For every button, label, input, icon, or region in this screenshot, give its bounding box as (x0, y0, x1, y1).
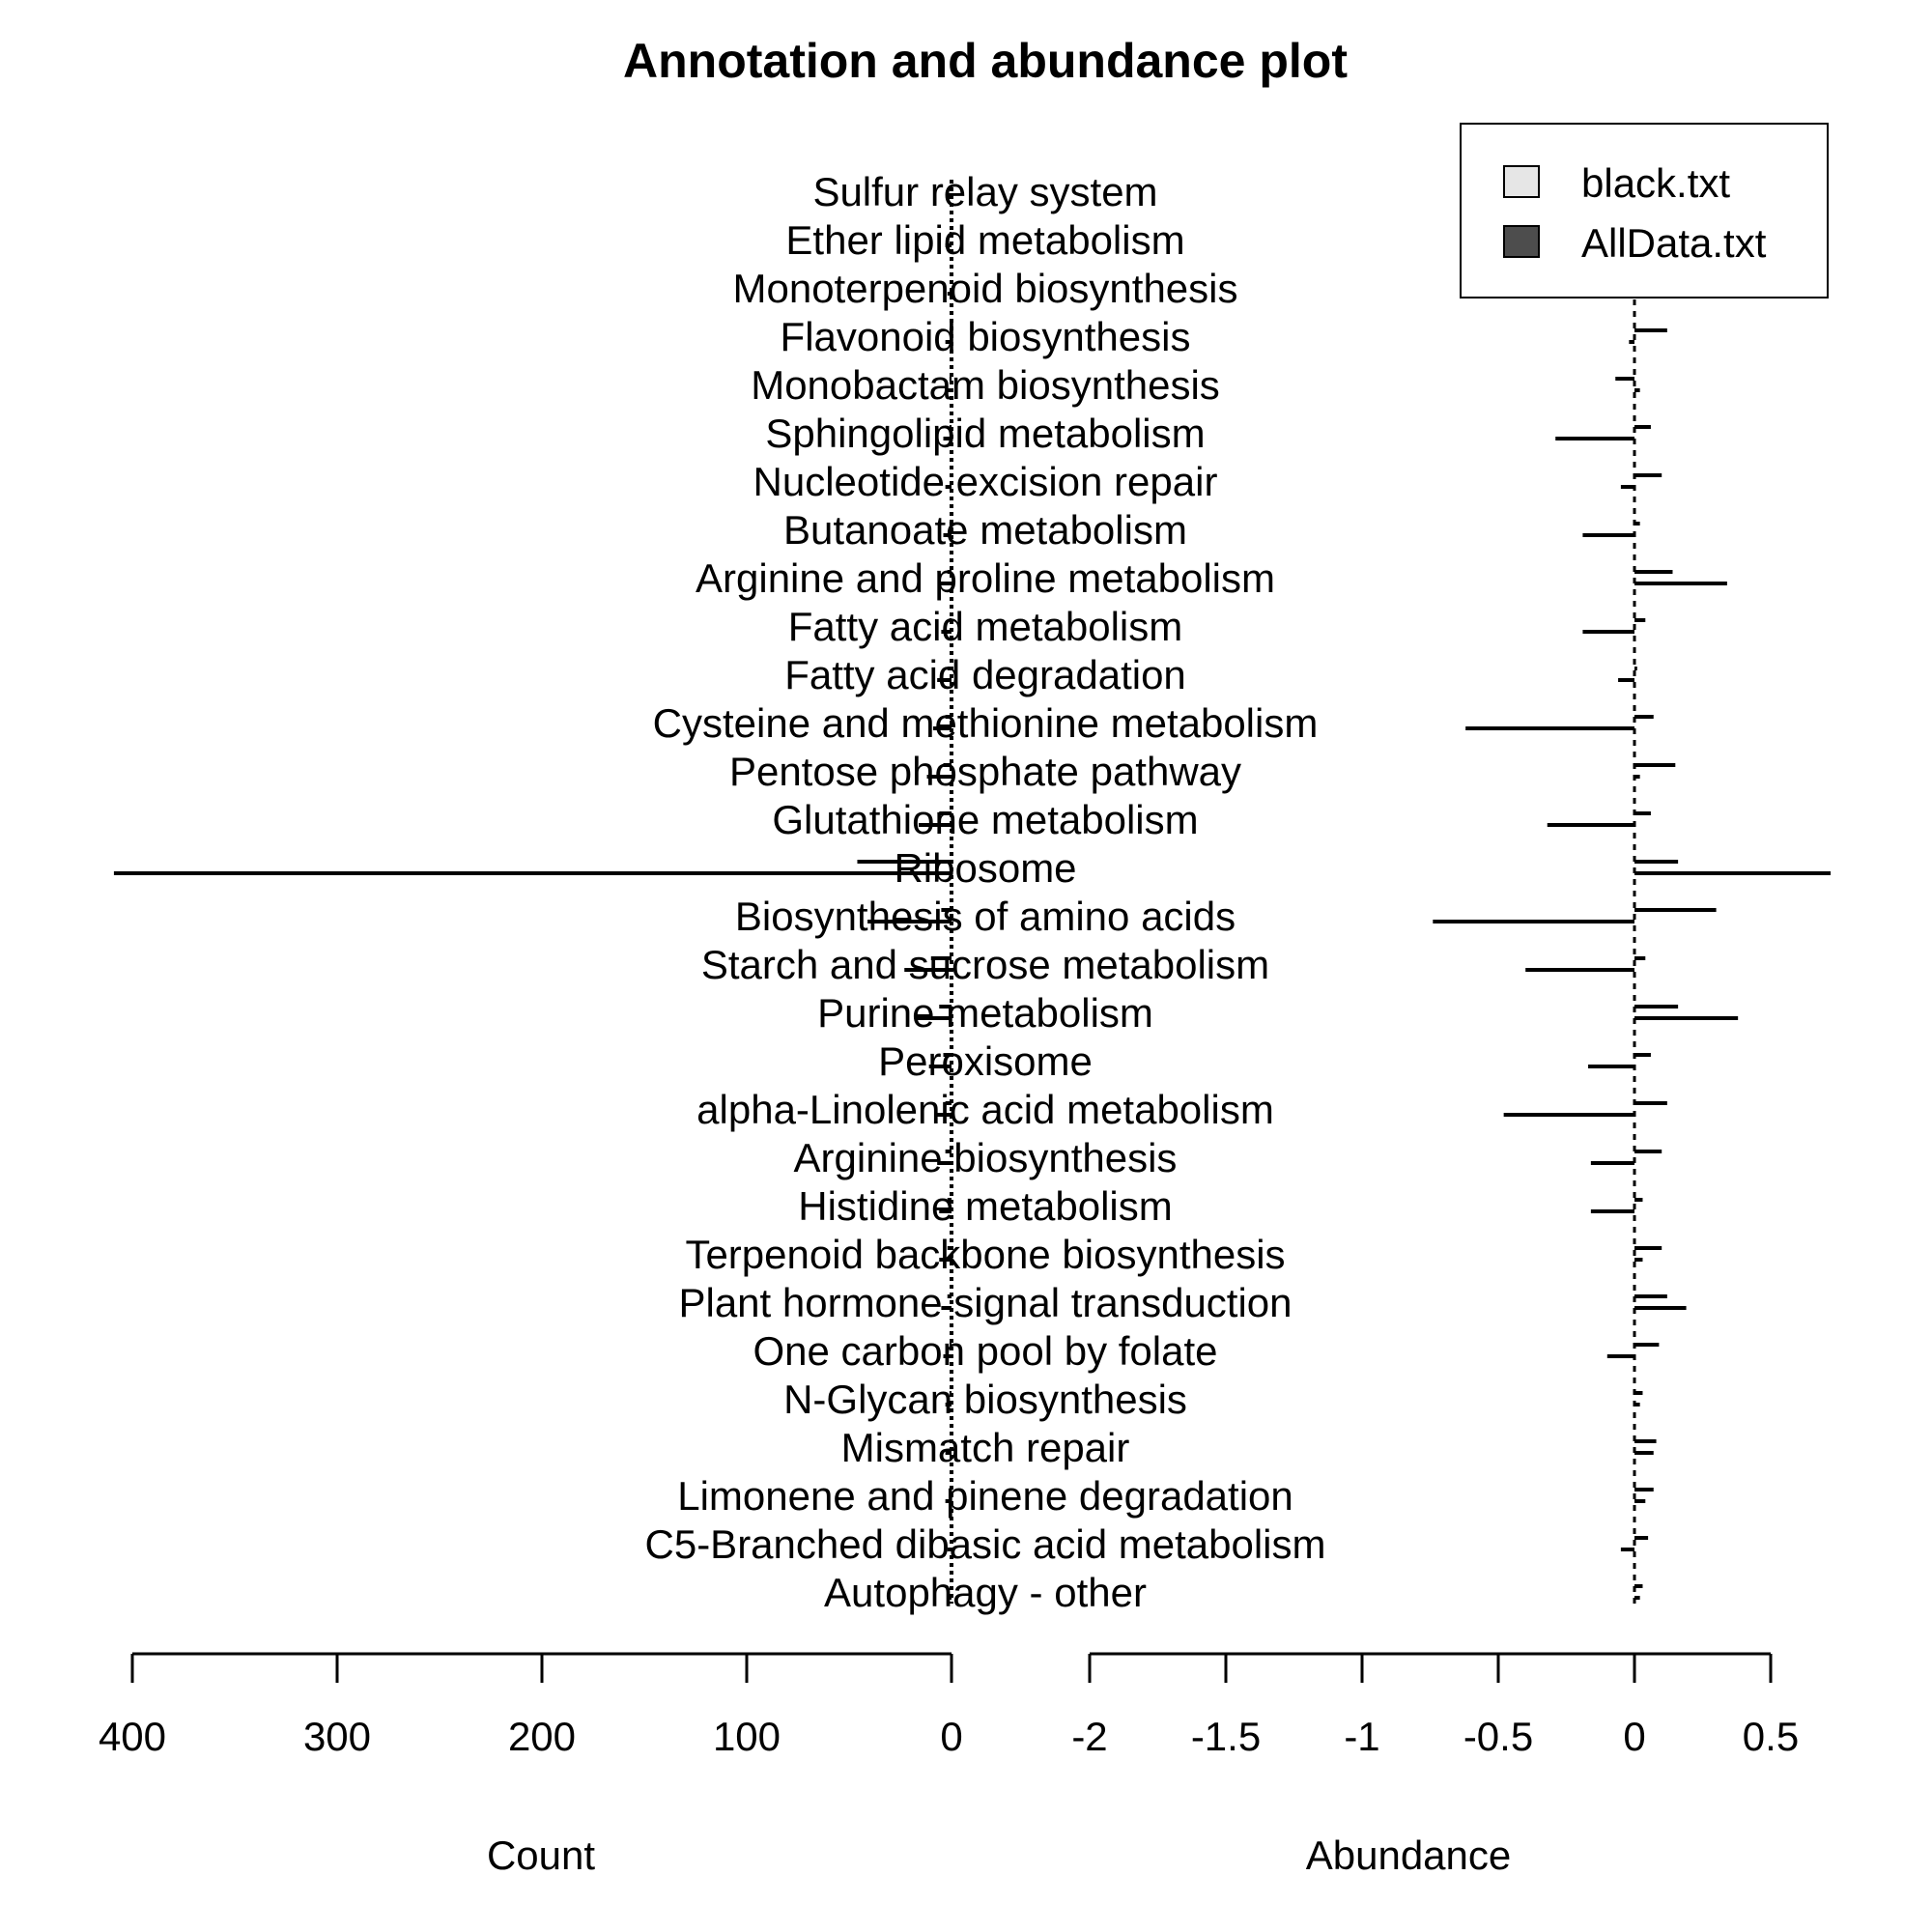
category-label-11: Cysteine and methionine metabolism (653, 700, 1319, 746)
abundance-axis: -2 -1.5 -1 -0.5 0 0.5 (1071, 1652, 1799, 1759)
count-tick-label-1: 300 (303, 1714, 371, 1759)
abundance-tick-label-4: 0 (1623, 1714, 1645, 1759)
count-tick-label-0: 400 (99, 1714, 166, 1759)
category-label-12: Pentose phosphate pathway (729, 749, 1241, 794)
category-label-14: Ribosome (894, 845, 1076, 891)
category-label-6: Nucleotide excision repair (753, 459, 1218, 504)
category-label-25: N-Glycan biosynthesis (783, 1377, 1187, 1422)
legend-label-alldata: AllData.txt (1581, 220, 1767, 266)
legend-box (1460, 123, 1829, 298)
legend-swatch-alldata (1503, 225, 1540, 258)
abundance-axis-label: Abundance (1306, 1833, 1512, 1878)
category-label-23: Plant hormone signal transduction (678, 1280, 1292, 1325)
count-tick-label-4: 0 (940, 1714, 962, 1759)
category-label-8: Arginine and proline metabolism (696, 555, 1275, 601)
legend-label-black: black.txt (1581, 160, 1730, 206)
count-axis-label: Count (487, 1833, 595, 1878)
category-label-16: Starch and sucrose metabolism (701, 942, 1269, 987)
legend-swatch-black (1503, 165, 1540, 198)
category-label-9: Fatty acid metabolism (788, 604, 1182, 649)
category-label-1: Ether lipid metabolism (785, 217, 1184, 263)
category-label-4: Monobactam biosynthesis (751, 362, 1220, 408)
category-label-28: C5-Branched dibasic acid metabolism (645, 1521, 1326, 1567)
category-label-29: Autophagy - other (824, 1570, 1147, 1615)
category-label-24: One carbon pool by folate (753, 1328, 1218, 1374)
count-tick-label-2: 200 (508, 1714, 576, 1759)
category-label-18: Peroxisome (878, 1038, 1093, 1084)
category-label-0: Sulfur relay system (812, 169, 1157, 214)
count-bars (113, 180, 953, 1604)
category-label-10: Fatty acid degradation (784, 652, 1186, 697)
category-label-7: Butanoate metabolism (783, 507, 1187, 553)
category-label-20: Arginine biosynthesis (794, 1135, 1178, 1180)
category-label-13: Glutathione metabolism (772, 797, 1198, 842)
category-label-27: Limonene and pinene degradation (677, 1473, 1293, 1519)
abundance-tick-label-3: -0.5 (1463, 1714, 1533, 1759)
category-label-19: alpha-Linolenic acid metabolism (696, 1087, 1274, 1132)
category-label-26: Mismatch repair (841, 1425, 1130, 1470)
category-label-22: Terpenoid backbone biosynthesis (685, 1232, 1285, 1277)
abundance-tick-label-5: 0.5 (1743, 1714, 1799, 1759)
count-tick-label-3: 100 (713, 1714, 781, 1759)
category-label-17: Purine metabolism (817, 990, 1153, 1036)
abundance-tick-label-0: -2 (1071, 1714, 1107, 1759)
chart-title: Annotation and abundance plot (623, 34, 1348, 88)
abundance-tick-label-2: -1 (1344, 1714, 1379, 1759)
category-label-15: Biosynthesis of amino acids (735, 894, 1236, 939)
count-axis: 400 300 200 100 0 (99, 1652, 963, 1759)
abundance-tick-label-1: -1.5 (1191, 1714, 1261, 1759)
category-label-2: Monoterpenoid biosynthesis (733, 266, 1238, 311)
legend: black.txt AllData.txt (1460, 123, 1829, 298)
category-label-5: Sphingolipid metabolism (765, 411, 1205, 456)
abundance-bars (1433, 184, 1832, 1604)
category-label-3: Flavonoid biosynthesis (781, 314, 1191, 359)
category-label-21: Histidine metabolism (798, 1183, 1172, 1229)
